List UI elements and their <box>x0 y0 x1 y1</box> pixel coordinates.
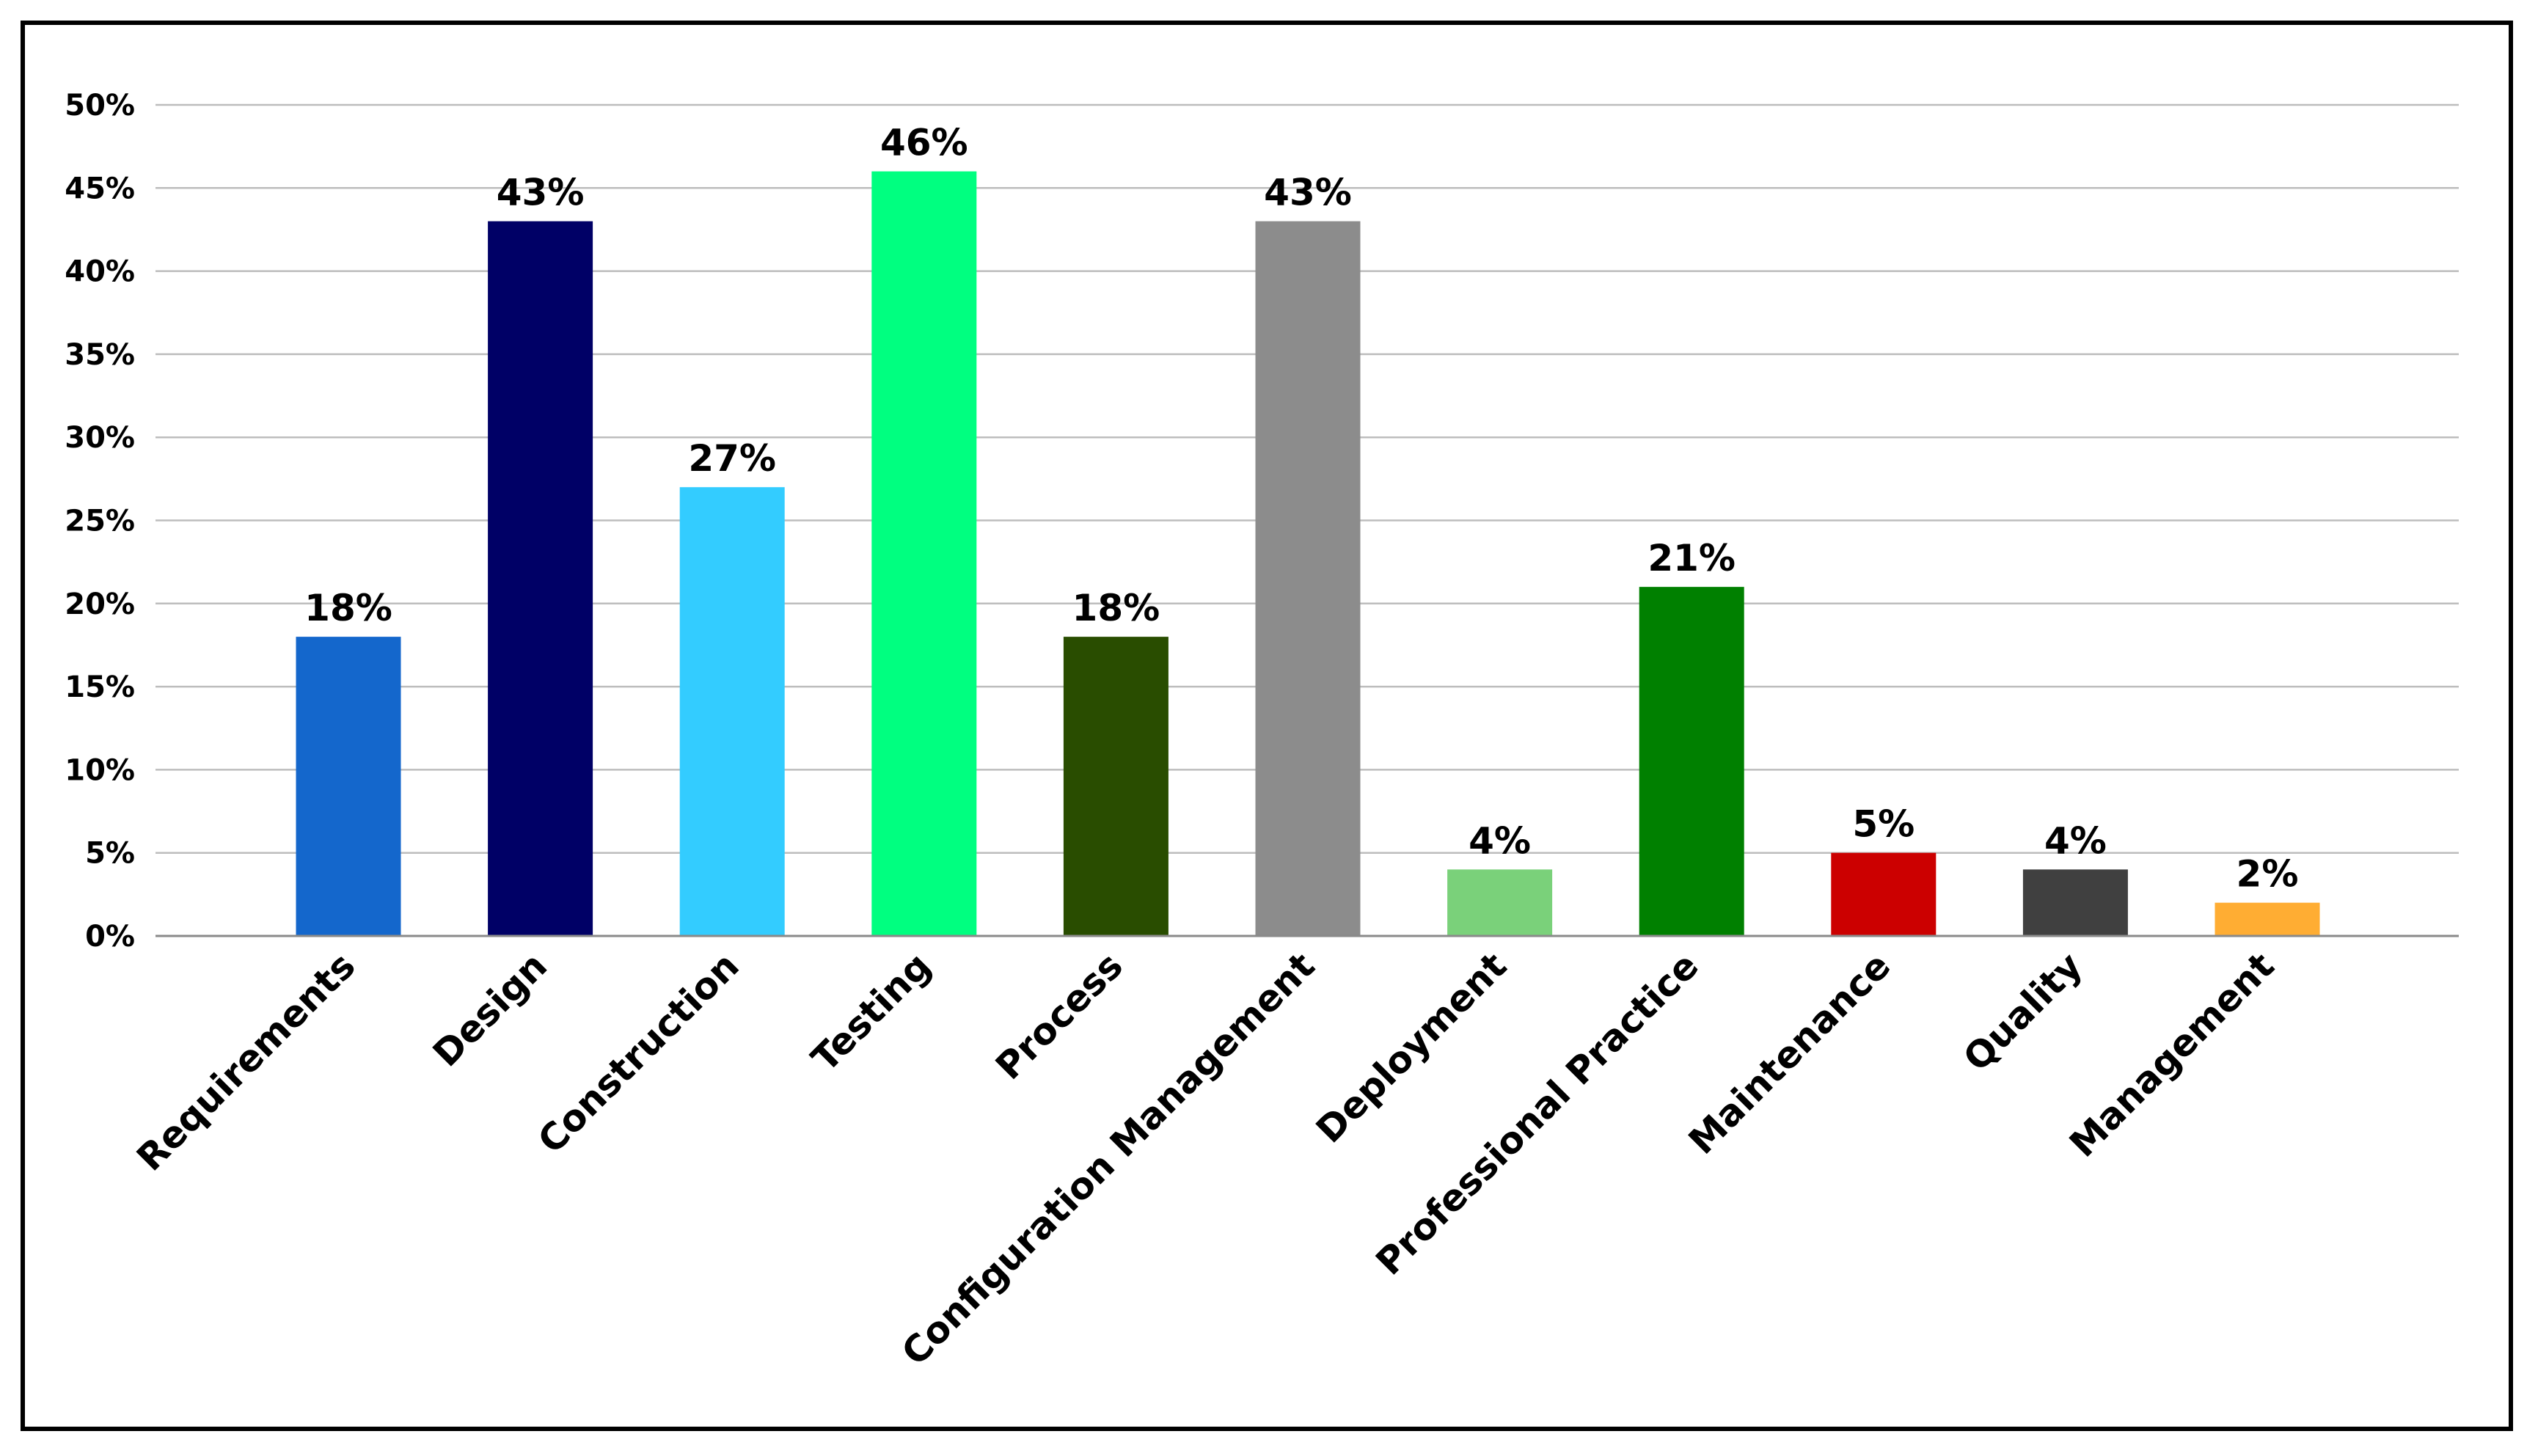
y-tick-label: 15% <box>65 670 135 704</box>
data-label: 27% <box>688 437 776 480</box>
y-tick-label: 40% <box>65 255 135 289</box>
data-labels: 18% 43% 27% 46% 18% 43% 4% 21% 5% 4% 2% <box>304 122 2298 896</box>
y-tick-label: 5% <box>85 837 135 871</box>
y-tick-label: 10% <box>65 753 135 787</box>
x-tick-label: Process <box>987 944 1131 1088</box>
x-tick-label: Configuration Management <box>893 944 1323 1373</box>
x-tick-label: Design <box>425 944 555 1075</box>
data-label: 46% <box>880 122 968 164</box>
data-label: 18% <box>1072 587 1160 629</box>
x-tick-label: Management <box>2061 944 2282 1165</box>
x-tick-label: Testing <box>803 944 939 1080</box>
y-tick-label: 35% <box>65 338 135 372</box>
y-tick-label: 0% <box>85 920 135 954</box>
data-label: 2% <box>2237 853 2299 896</box>
x-tick-label: Maintenance <box>1681 944 1898 1162</box>
data-label: 43% <box>497 172 585 214</box>
data-label: 43% <box>1264 172 1352 214</box>
y-tick-label: 20% <box>65 588 135 621</box>
bar-deployment <box>1447 869 1553 936</box>
bar-process <box>1063 637 1169 936</box>
data-label: 18% <box>304 587 392 629</box>
data-label: 4% <box>2044 819 2107 862</box>
bar-requirements <box>296 637 401 936</box>
x-tick-label: Deployment <box>1308 944 1515 1151</box>
x-tick-label: Requirements <box>128 944 363 1179</box>
data-label: 21% <box>1647 537 1736 579</box>
bar-quality <box>2022 869 2128 936</box>
bar-maintenance <box>1831 852 1937 936</box>
bar-professional-practice <box>1639 587 1744 936</box>
bar-management <box>2215 902 2320 936</box>
data-label: 5% <box>1852 803 1915 846</box>
y-tick-label: 25% <box>65 505 135 538</box>
x-tick-label: Professional Practice <box>1368 944 1707 1283</box>
y-tick-label: 45% <box>65 172 135 205</box>
y-tick-label: 30% <box>65 421 135 455</box>
bar-design <box>488 221 593 936</box>
x-tick-label: Construction <box>530 944 747 1161</box>
bars <box>296 171 2320 936</box>
y-tick-label: 50% <box>65 89 135 122</box>
bar-testing <box>871 171 977 936</box>
data-label: 4% <box>1469 819 1531 862</box>
y-tick-labels: 0% 5% 10% 15% 20% 25% 30% 35% 40% 45% 50% <box>65 89 135 954</box>
bar-configuration-management <box>1255 221 1361 936</box>
x-tick-label: Quality <box>1956 944 2091 1079</box>
bar-construction <box>679 487 785 936</box>
